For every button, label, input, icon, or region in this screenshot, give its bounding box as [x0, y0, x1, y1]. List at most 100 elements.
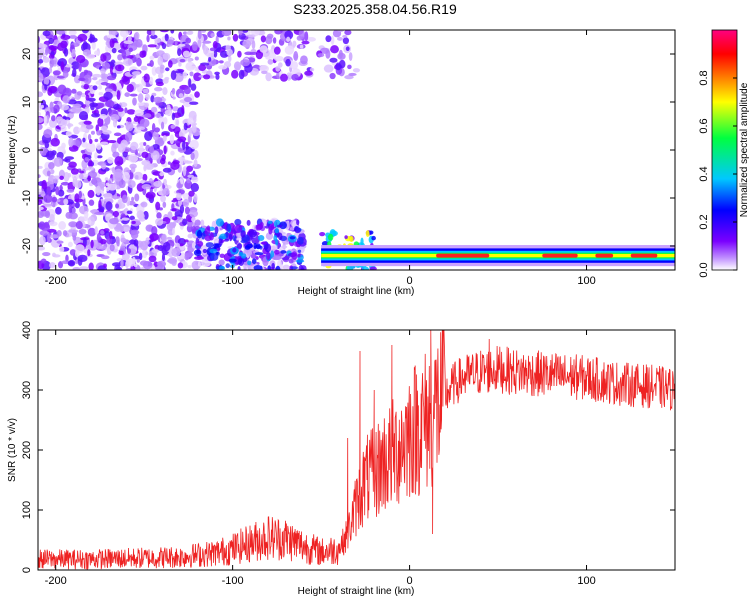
noise-blob	[191, 242, 197, 249]
noise-blob	[60, 40, 68, 49]
noise-blob	[151, 106, 158, 113]
noise-blob	[231, 69, 239, 79]
noise-blob	[184, 180, 193, 190]
noise-blob	[162, 52, 171, 61]
noise-blob-strong	[273, 234, 278, 241]
noise-blob	[191, 225, 197, 234]
noise-blob	[161, 42, 167, 50]
snr-panel: -200 -100 0 100 0 100 200 300 400 Height of stra…	[7, 321, 676, 597]
noise-blob	[40, 258, 47, 264]
noise-blob	[68, 203, 72, 214]
noise-blob	[192, 41, 198, 52]
spectrogram-x-tick-label: -200	[45, 275, 67, 287]
onset-blob	[346, 265, 354, 270]
noise-blob	[119, 48, 125, 53]
noise-blob	[177, 262, 184, 269]
spectrogram-marks	[38, 30, 675, 270]
noise-blob	[145, 193, 150, 198]
noise-blob	[48, 221, 58, 227]
noise-blob	[88, 97, 96, 102]
noise-blob	[107, 183, 117, 191]
noise-blob	[83, 83, 89, 90]
noise-blob	[117, 107, 124, 112]
noise-blob	[87, 133, 92, 141]
noise-blob	[273, 46, 281, 55]
noise-blob	[281, 245, 288, 249]
noise-blob	[146, 63, 152, 67]
noise-blob	[118, 179, 126, 189]
noise-blob	[98, 91, 104, 96]
noise-blob	[352, 68, 361, 73]
noise-blob	[38, 123, 43, 131]
noise-blob	[164, 33, 169, 42]
noise-blob	[162, 201, 167, 208]
noise-blob	[171, 112, 176, 121]
noise-blob	[198, 64, 207, 71]
noise-blob	[103, 52, 111, 56]
noise-blob	[48, 37, 54, 45]
noise-blob	[80, 149, 86, 154]
noise-blob	[116, 90, 121, 101]
noise-blob-strong	[255, 243, 261, 250]
noise-blob	[266, 33, 274, 39]
noise-blob	[71, 88, 77, 94]
noise-blob	[90, 130, 95, 135]
noise-blob	[38, 35, 41, 44]
noise-blob	[85, 124, 94, 130]
noise-blob-strong	[215, 218, 224, 227]
noise-blob-strong	[224, 238, 230, 242]
noise-blob	[78, 77, 86, 82]
noise-blob	[104, 100, 115, 108]
snr-y-tick-label: 400	[21, 321, 33, 339]
noise-blob	[77, 127, 87, 132]
noise-blob	[89, 138, 93, 145]
noise-blob	[38, 58, 44, 64]
noise-blob	[214, 71, 220, 76]
noise-blob	[246, 219, 251, 226]
noise-blob	[330, 45, 339, 54]
noise-blob	[81, 30, 89, 34]
noise-blob	[62, 95, 70, 104]
noise-blob	[106, 75, 116, 81]
noise-blob	[109, 230, 113, 240]
noise-blob	[91, 178, 98, 185]
noise-blob	[99, 141, 109, 146]
noise-blob-strong	[267, 265, 272, 270]
noise-blob	[159, 30, 169, 33]
noise-blob	[120, 258, 124, 268]
noise-blob	[68, 161, 77, 168]
noise-blob	[119, 225, 124, 233]
noise-blob	[53, 178, 59, 184]
noise-blob	[39, 230, 49, 236]
noise-blob	[43, 203, 53, 207]
noise-blob	[98, 199, 102, 209]
noise-blob	[155, 112, 162, 119]
noise-blob	[136, 126, 146, 131]
noise-blob	[117, 54, 123, 61]
noise-blob	[77, 254, 88, 263]
noise-blob	[47, 233, 51, 243]
noise-blob	[105, 201, 113, 211]
noise-blob	[44, 210, 51, 218]
noise-blob	[73, 126, 80, 135]
chart-title: S233.2025.358.04.56.R19	[293, 1, 457, 17]
noise-blob	[160, 64, 165, 70]
noise-blob-strong	[197, 241, 204, 247]
noise-blob	[67, 241, 73, 248]
noise-blob	[317, 53, 325, 58]
noise-blob	[185, 37, 191, 44]
noise-blob	[152, 143, 160, 150]
noise-blob	[149, 145, 155, 154]
snr-y-tick-label: 0	[21, 567, 33, 573]
noise-blob	[76, 91, 83, 96]
noise-blob-strong	[297, 253, 301, 258]
noise-blob-strong	[257, 235, 265, 241]
noise-blob	[200, 219, 205, 227]
noise-blob	[286, 36, 291, 42]
noise-blob	[188, 127, 192, 137]
noise-blob	[52, 175, 62, 180]
noise-blob-strong	[229, 233, 233, 242]
noise-blob	[160, 121, 165, 130]
noise-blob	[171, 247, 181, 257]
noise-blob	[172, 227, 176, 236]
